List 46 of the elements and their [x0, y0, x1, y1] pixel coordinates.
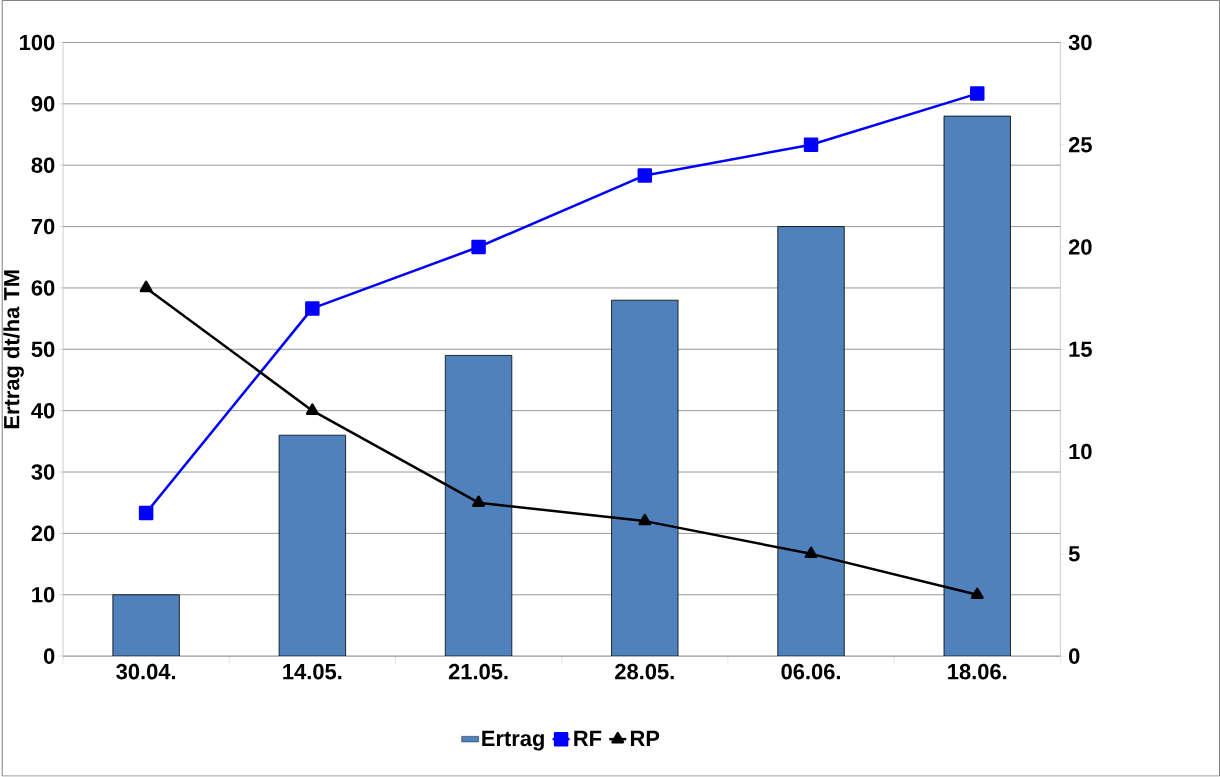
x-tick-label: 18.06.: [948, 664, 1007, 680]
y-axis-title: Ertrag dt/ha TM: [3, 270, 24, 429]
x-tick-label: 21.05.: [448, 664, 508, 680]
y-tick-label: 0: [43, 648, 55, 665]
bar: [777, 226, 845, 657]
y2-tick-label: 25: [1068, 137, 1092, 153]
point: [305, 403, 319, 416]
legend-label: Ertrag: [482, 731, 544, 751]
x-tick-label: 30.04.: [116, 664, 176, 680]
point: [970, 86, 985, 102]
x-tick-label: 28.05.: [615, 664, 674, 680]
point: [472, 495, 486, 508]
point: [970, 587, 984, 600]
point: [138, 505, 154, 521]
y2-tick-label: 20: [1068, 239, 1092, 255]
bar: [444, 355, 513, 657]
x-tick-label: 06.06.: [781, 664, 840, 680]
y-tick-label: 30: [31, 464, 55, 481]
bar: [611, 300, 679, 657]
y2-tick-label: 10: [1069, 444, 1092, 460]
y-tick-label: 60: [31, 280, 55, 296]
point: [638, 514, 652, 526]
y-tick-label: 100: [20, 34, 55, 51]
y2-tick-label: 0: [1069, 648, 1080, 665]
point: [305, 301, 320, 316]
y-tick-label: 90: [31, 96, 55, 112]
y-tick-label: 80: [31, 157, 55, 174]
bar: [112, 594, 180, 657]
point: [637, 168, 653, 183]
point: [803, 137, 819, 153]
legend-label: RP: [630, 731, 660, 747]
y-tick-label: 20: [31, 525, 55, 542]
bar: [278, 435, 346, 657]
y2-tick-label: 15: [1069, 341, 1092, 358]
point: [139, 280, 153, 293]
y-tick-label: 50: [31, 341, 55, 358]
point: [804, 546, 818, 559]
x-tick-label: 14.05.: [283, 664, 342, 680]
bar: [943, 115, 1011, 657]
y-tick-label: 70: [31, 219, 55, 235]
y-tick-label: 40: [31, 403, 55, 419]
y-tick-label: 10: [32, 587, 55, 603]
y2-tick-label: 30: [1068, 34, 1092, 51]
legend-label: RF: [574, 731, 602, 747]
y2-tick-label: 5: [1068, 546, 1080, 562]
point: [471, 239, 486, 255]
